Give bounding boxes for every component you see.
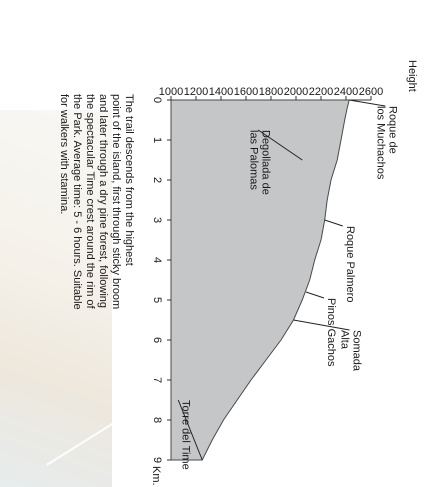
x-tick-label: 1 [151,137,163,143]
annotation-leader [257,129,303,161]
elevation-area [170,99,350,461]
x-ticks: 0 1 2 3 4 5 6 7 8 9 [151,97,171,463]
y-tick-label: 1800 [259,86,283,98]
y-tick-label: 2600 [359,86,383,98]
x-tick-label: 6 [151,337,163,343]
annotation-label: Roque delos Muchachos [374,106,398,180]
annotation-leader [349,99,386,107]
annotation-label: Roque Palmero [344,226,356,302]
y-tick-label: 2400 [334,86,358,98]
x-tick-label: 5 [151,297,163,303]
y-tick-label: 1400 [209,86,233,98]
x-tick-label: 3 [151,217,163,223]
description-text: The trail descends from the highestpoint… [58,94,135,310]
x-axis-title: Km. [150,466,162,486]
annotation-label: SomadaAlta [339,330,363,372]
y-tick-label: 1200 [184,86,208,98]
y-tick-label: 2000 [284,86,308,98]
y-tick-label: 1000 [159,86,183,98]
description-panel [0,110,118,487]
x-tick-label: 0 [151,97,163,103]
x-tick-label: 7 [151,377,163,383]
annotation-label: Pinos Gachos [325,298,337,367]
annotation-leader [305,291,325,299]
annotation-leader [177,399,203,461]
y-ticks: 1000 1200 1400 1600 1800 2000 2200 2400 2600 [159,86,383,100]
y-axis-title: Height [406,60,418,92]
annotation-leader [293,319,350,331]
annotation-label: Degollada delas Palomas [247,130,271,195]
annotation-leader [324,219,343,227]
x-tick-label: 9 [151,457,163,463]
y-tick-label: 2200 [309,86,333,98]
landmark-annotations: Roque delos Muchachos Degollada delas Pal… [177,99,398,470]
x-tick-label: 4 [151,257,163,263]
annotation-label: Torre del Time [179,400,191,470]
x-tick-label: 8 [151,417,163,423]
description-paragraph: The trail descends from the highestpoint… [58,94,135,310]
x-tick-label: 2 [151,177,163,183]
y-tick-label: 1600 [234,86,258,98]
